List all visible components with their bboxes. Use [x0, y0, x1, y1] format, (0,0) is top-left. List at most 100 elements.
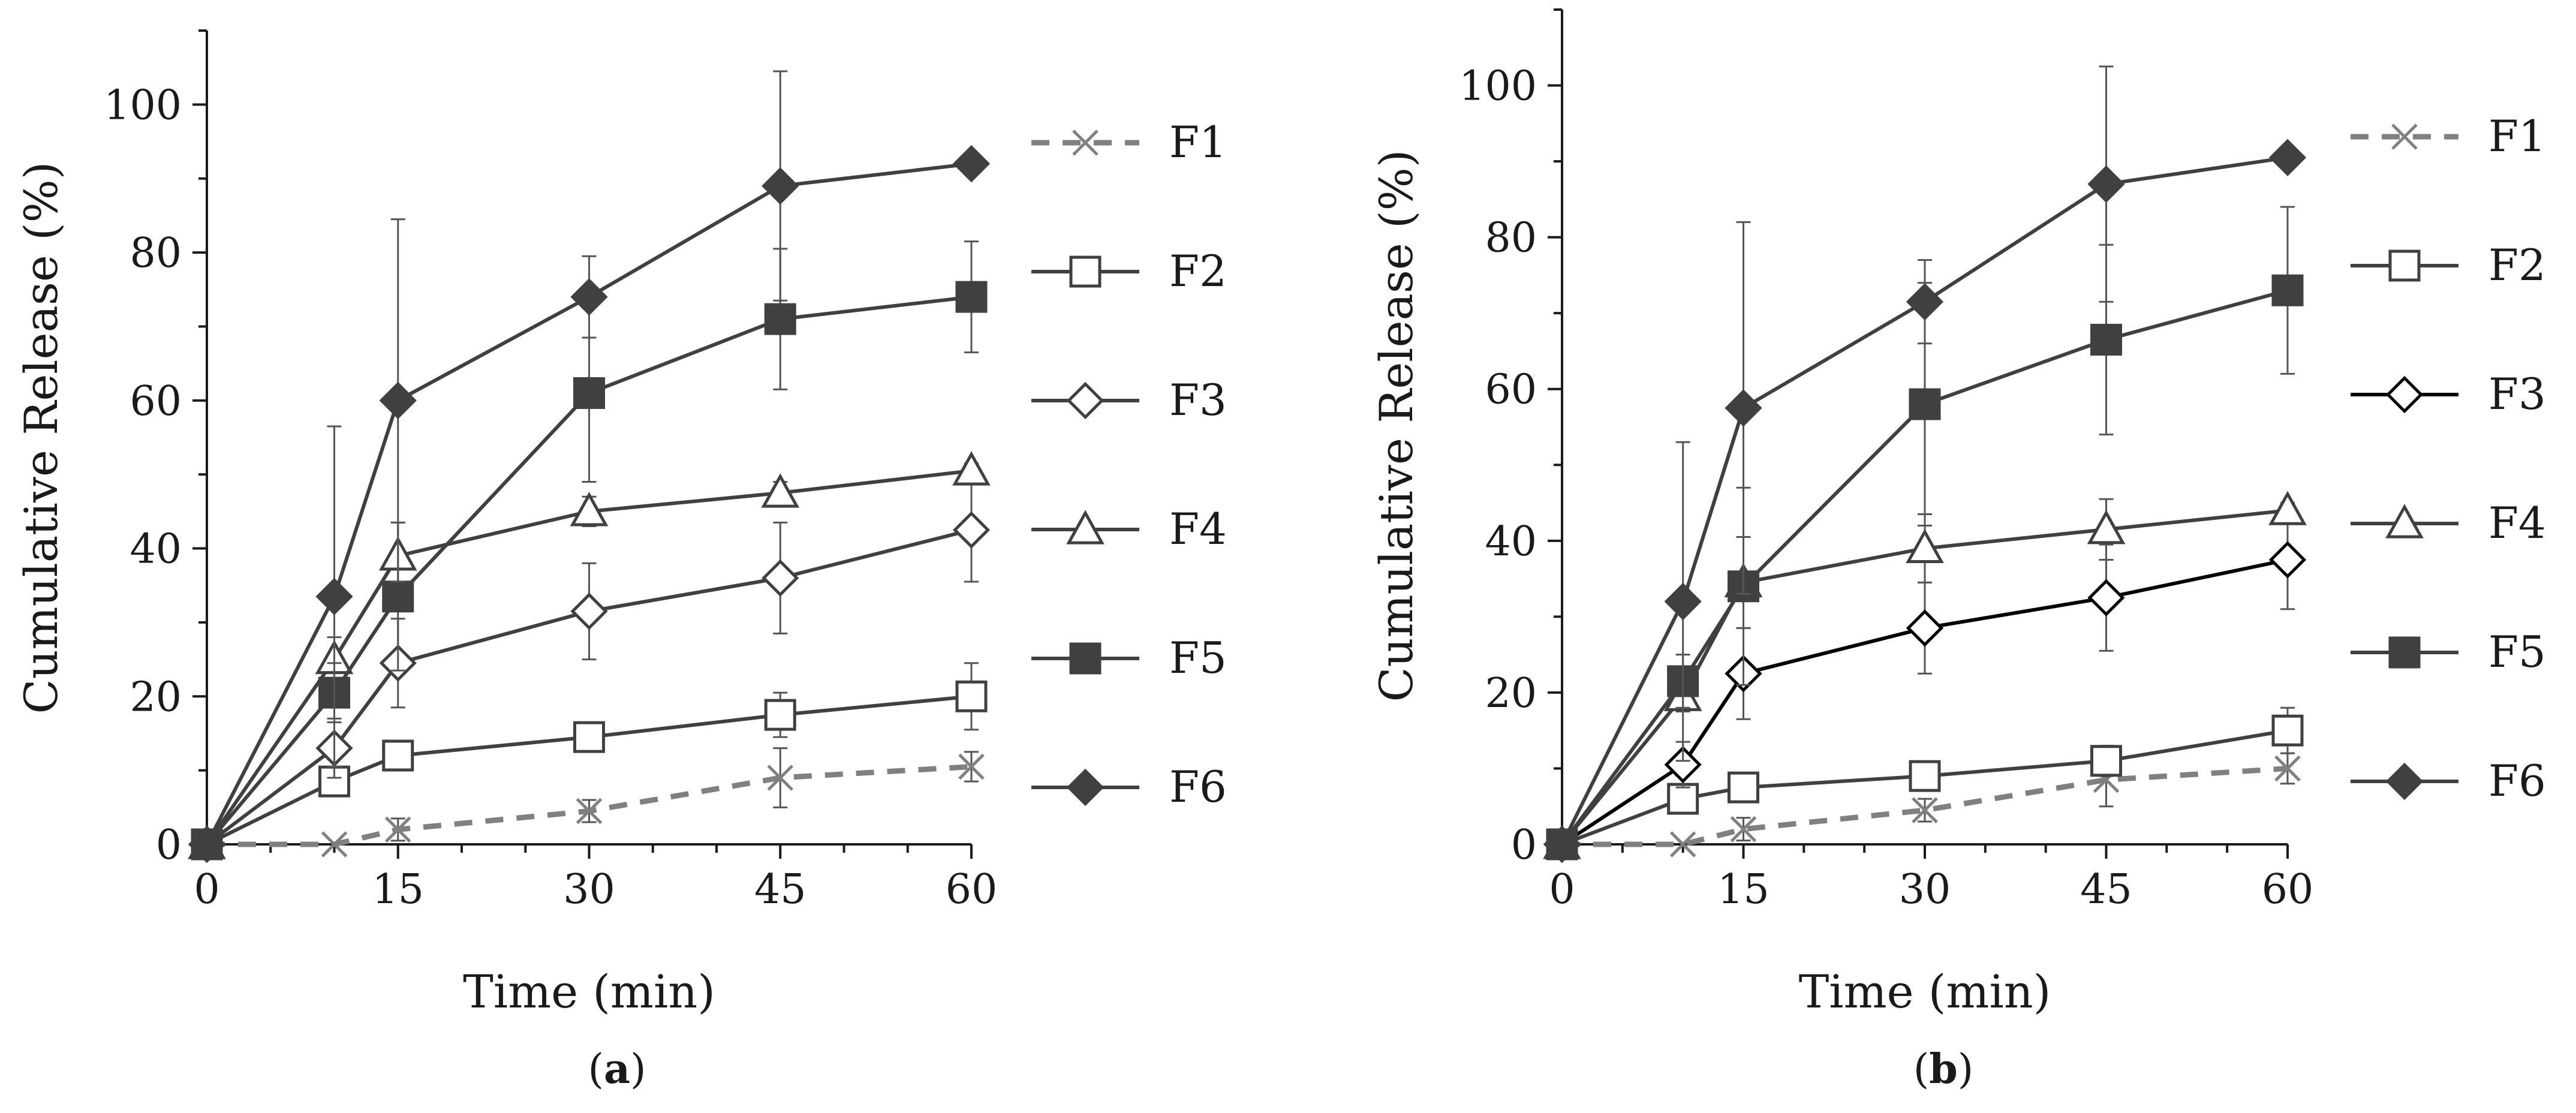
legend-item-f5: F5 [2351, 627, 2546, 677]
series-f3-marker [1906, 609, 1944, 647]
series-f6-marker [188, 825, 226, 864]
series-f4-marker [1906, 528, 1944, 564]
series-f1-marker [1669, 831, 1696, 858]
legend-label: F4 [1169, 504, 1227, 554]
legend-marker [2385, 762, 2424, 801]
legend-label: F5 [1169, 633, 1227, 683]
series-f2-marker [1909, 760, 1941, 792]
y-tick-label: 60 [130, 378, 182, 425]
series-f3-marker [2087, 579, 2125, 616]
series-f3-marker [952, 511, 991, 549]
series-f3-marker [570, 592, 608, 630]
series-f5-marker [764, 303, 796, 335]
series-f5-marker [2271, 274, 2304, 306]
series-f2-marker [1728, 771, 1759, 804]
series-f6 [1543, 65, 2307, 864]
legend-marker [2391, 124, 2418, 150]
y-tick-label: 40 [130, 526, 182, 573]
x-tick-label: 45 [754, 866, 806, 913]
caption-a: (a) [588, 1045, 646, 1093]
series-f2-line [206, 694, 972, 846]
series-f3 [188, 477, 991, 864]
series-f2-marker [1667, 783, 1699, 815]
series-f6-marker [2268, 139, 2307, 176]
legend-item-f6: F6 [2351, 756, 2546, 806]
series-f5-line [205, 295, 972, 846]
series-f4-marker [2268, 491, 2307, 525]
legend-label: F6 [1169, 762, 1227, 812]
series-f4-line [1560, 509, 2288, 846]
series-f5-marker [1909, 388, 1941, 420]
x-tick-label: 0 [194, 866, 219, 913]
series-f1-marker [767, 765, 794, 791]
x-tick-label: 45 [2080, 866, 2132, 913]
caption-b: (b) [1913, 1045, 1974, 1093]
x-tick-label: 15 [372, 866, 424, 913]
y-tick-label: 20 [130, 673, 182, 721]
series-f6-marker [570, 278, 608, 316]
y-tick-label: 100 [104, 82, 182, 129]
series-f4-marker [2087, 510, 2126, 545]
y-axis-title: Cumulative Release (%) [1370, 149, 1423, 702]
legend-item-f3: F3 [1031, 375, 1227, 425]
series-f4-marker [761, 473, 800, 508]
y-tick-label: 60 [1485, 366, 1537, 414]
series-f1-marker [2274, 755, 2301, 782]
legend-label: F4 [2488, 498, 2546, 548]
legend-marker [2388, 249, 2421, 282]
series-f2-line [1561, 729, 2288, 846]
chart-panel-a: 0 20 40 60 80 100 0 15 30 45 60 Time (min) Cumulativ… [14, 29, 1227, 1018]
legend-label: F3 [2488, 369, 2546, 419]
legend-marker [1069, 642, 1102, 675]
x-axis-title: Time (min) [1799, 965, 2051, 1018]
series-f4-marker [952, 451, 991, 486]
legend-marker [1066, 510, 1105, 545]
x-tick-label: 30 [1899, 866, 1951, 913]
y-tick-label: 80 [1485, 215, 1537, 262]
series-f6-marker [952, 145, 991, 183]
series-f5-marker [2090, 323, 2122, 356]
y-tick-label: 0 [1511, 822, 1537, 869]
legend-marker [2385, 504, 2424, 539]
series-f1-marker [384, 816, 411, 843]
x-tick-label: 60 [946, 866, 998, 913]
series-f3-marker [1664, 745, 1702, 784]
series-f6-line [1560, 155, 2288, 846]
legend-label: F1 [1169, 117, 1227, 167]
y-tick-label: 80 [130, 230, 182, 277]
legend-label: F1 [2488, 111, 2546, 161]
legend-marker [1069, 255, 1102, 288]
series-f6-marker [1664, 582, 1702, 621]
legend-item-f4: F4 [1031, 504, 1227, 554]
series-f6-line [205, 162, 972, 846]
legend-item-f1: F1 [2351, 111, 2546, 161]
series-f5-marker [955, 281, 988, 313]
y-tick-label: 20 [1485, 670, 1537, 717]
legend-marker [1072, 130, 1099, 156]
series-f2-marker [2090, 745, 2122, 777]
series-f6 [188, 70, 991, 864]
series-f6-marker [2087, 165, 2125, 203]
series-f2-marker [955, 680, 988, 712]
x-tick-label: 15 [1717, 866, 1770, 913]
series-f2-marker [382, 739, 414, 772]
series-f5-marker [382, 580, 414, 613]
legend-item-f2: F2 [1031, 246, 1227, 296]
y-axis-title: Cumulative Release (%) [14, 161, 68, 714]
series-f6-marker [1906, 283, 1944, 321]
series-f2 [1546, 706, 2304, 861]
series-f2-marker [764, 699, 796, 731]
series-f1-marker [958, 753, 985, 780]
series-f5-marker [573, 377, 605, 409]
series-f3-marker [762, 559, 799, 597]
series-f2-marker [2271, 714, 2304, 747]
legend-item-f5: F5 [1031, 633, 1227, 683]
x-tick-label: 30 [563, 866, 615, 913]
legend-label: F2 [2488, 240, 2546, 290]
series-f3-line [1561, 558, 2288, 846]
legend-item-f2: F2 [2351, 240, 2546, 290]
series-f3 [1543, 509, 2307, 864]
series-f4-marker [570, 492, 609, 527]
series-f1-marker [321, 831, 348, 858]
series-f5 [1546, 206, 2304, 861]
